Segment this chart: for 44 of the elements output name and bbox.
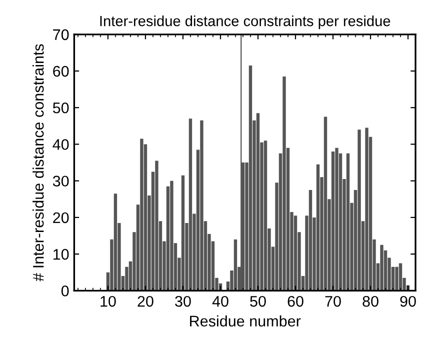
x-tick-label: 30 [175, 296, 191, 307]
bar [256, 113, 260, 291]
bar [114, 194, 118, 291]
x-axis-title: Residue number [190, 315, 301, 327]
x-tick-label: 50 [250, 296, 266, 307]
bar [188, 118, 192, 291]
bar [398, 263, 402, 291]
y-tick-label: 40 [52, 139, 69, 150]
chart-title: Inter-residue distance constraints per residue [100, 16, 390, 30]
x-tick-label: 40 [212, 296, 228, 307]
x-tick-label: 20 [138, 296, 154, 307]
bar [234, 239, 238, 291]
bar [140, 138, 144, 291]
y-tick-label: 50 [52, 102, 69, 114]
bar [380, 244, 384, 291]
bar [316, 164, 320, 291]
bar [155, 160, 158, 291]
y-tick-label: 60 [53, 66, 69, 77]
bar [335, 148, 338, 291]
bar [324, 116, 328, 291]
bar [170, 180, 174, 291]
bar [346, 153, 350, 291]
bar [200, 120, 204, 291]
bar [264, 140, 268, 291]
x-tick-label: 90 [400, 296, 416, 307]
y-tick-label: 0 [61, 286, 69, 296]
bar [282, 76, 286, 291]
y-tick-label: 70 [53, 29, 69, 40]
bar [331, 152, 335, 291]
y-axis-title: # Inter-residue distance constraints [32, 44, 44, 282]
bar [395, 266, 398, 291]
x-tick-label: 60 [288, 296, 304, 307]
bar [365, 128, 368, 291]
bar [308, 190, 312, 291]
bar [294, 216, 298, 291]
bar [181, 175, 185, 291]
bar [248, 66, 252, 291]
y-tick-label: 30 [52, 176, 69, 187]
x-tick-label: 70 [325, 296, 341, 307]
y-tick-label: 10 [54, 248, 69, 260]
y-tick-label: 20 [53, 212, 69, 224]
x-tick-label: 10 [100, 296, 116, 307]
x-tick-label: 80 [362, 296, 378, 307]
bar [358, 130, 361, 291]
